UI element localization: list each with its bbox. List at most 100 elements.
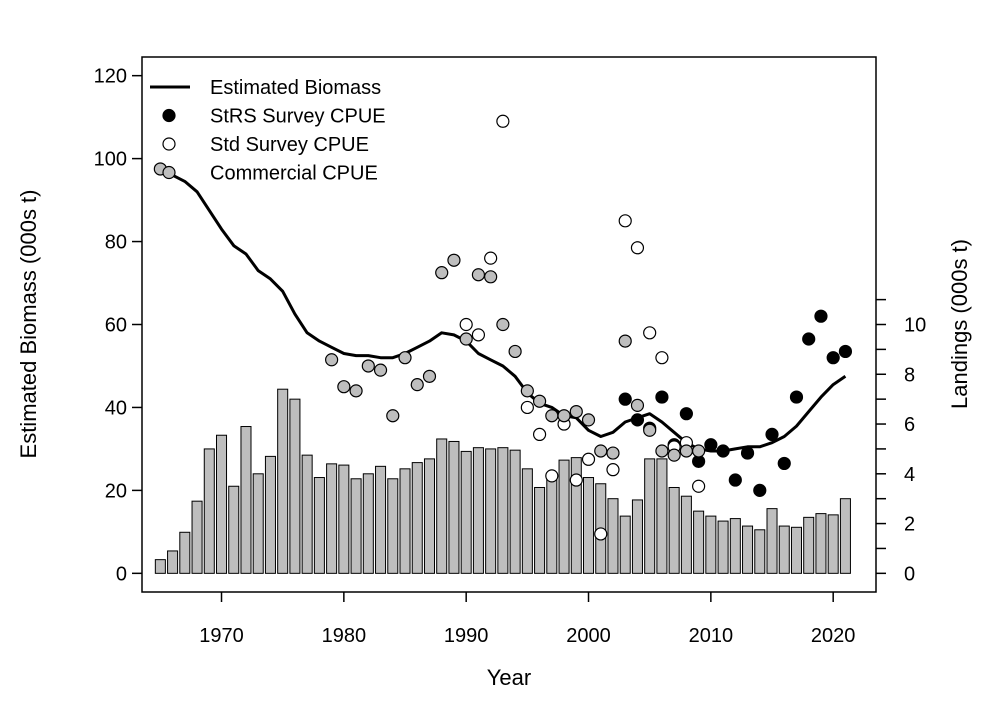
landings-bar xyxy=(766,508,778,574)
commercial-cpue-point xyxy=(520,384,534,398)
landings-bars xyxy=(154,388,851,574)
strs-survey-cpue-point xyxy=(789,390,804,404)
landings-bar xyxy=(631,499,643,574)
landings-bar xyxy=(754,529,766,574)
strs-survey-cpue-point xyxy=(655,390,669,404)
legend-point-marker xyxy=(162,165,176,180)
commercial-cpue-point xyxy=(692,444,706,458)
std-survey-cpue-point xyxy=(496,114,510,128)
landings-bar xyxy=(277,388,289,574)
commercial-cpue-point xyxy=(361,359,375,373)
landings-bar xyxy=(570,457,582,574)
axes: 1970 1980 1990 2000 2010 2020 0 20 40 60 80 100 120 0… xyxy=(94,66,927,647)
landings-bar xyxy=(350,478,362,574)
landings-bar xyxy=(644,458,656,574)
landings-bar xyxy=(815,513,827,574)
commercial-cpue-point xyxy=(398,351,412,365)
landings-bar xyxy=(607,498,619,574)
commercial-cpue-point xyxy=(471,268,486,282)
legend-point-marker xyxy=(162,137,176,151)
strs-survey-cpue-point xyxy=(814,309,828,323)
landings-bar xyxy=(656,458,668,574)
commercial-cpue-point xyxy=(655,444,669,458)
y-right-tick-label: 2 xyxy=(904,514,915,536)
landings-bar xyxy=(558,459,570,574)
strs-survey-cpue-point xyxy=(753,483,767,497)
landings-bar xyxy=(301,454,313,574)
legend-label: Estimated Biomass xyxy=(210,77,381,99)
y-left-tick-label: 60 xyxy=(105,315,127,337)
x-axis-title: Year xyxy=(487,665,531,690)
std-survey-cpue-point xyxy=(545,469,559,483)
landings-bar xyxy=(497,447,509,574)
y-left-tick-label: 80 xyxy=(105,232,127,254)
x-tick-label: 2010 xyxy=(689,625,734,647)
strs-survey-cpue-point xyxy=(728,473,742,487)
commercial-cpue-point xyxy=(349,384,363,398)
y-left-tick-label: 20 xyxy=(105,480,127,502)
commercial-cpue-point xyxy=(325,353,339,367)
landings-bar xyxy=(472,447,484,574)
commercial-cpue-point xyxy=(643,423,657,437)
landings-bar xyxy=(154,559,166,574)
commercial-cpue-point xyxy=(508,344,522,359)
landings-bar xyxy=(827,514,839,574)
std-survey-cpue-point xyxy=(692,479,706,493)
landings-bar xyxy=(803,516,815,574)
landings-bar xyxy=(375,465,387,574)
cpue-points xyxy=(153,114,853,541)
landings-bar xyxy=(839,498,851,574)
landings-bar xyxy=(338,464,350,574)
y-right-tick-label: 10 xyxy=(904,315,926,337)
landings-bar xyxy=(216,434,228,574)
landings-bar xyxy=(203,448,215,574)
strs-survey-cpue-point xyxy=(704,438,718,452)
commercial-cpue-point xyxy=(581,413,596,427)
legend-label: Commercial CPUE xyxy=(210,163,378,185)
commercial-cpue-point xyxy=(594,444,608,458)
strs-survey-cpue-point xyxy=(630,413,645,427)
commercial-cpue-point xyxy=(447,253,461,267)
legend-point-marker xyxy=(162,108,176,123)
std-survey-cpue-point xyxy=(618,214,632,228)
landings-bar xyxy=(583,477,595,574)
landings-bar xyxy=(460,450,472,574)
y-axis-right-title: Landings (000s t) xyxy=(947,239,972,409)
std-survey-cpue-point xyxy=(594,527,608,541)
std-survey-cpue-point xyxy=(643,326,657,340)
landings-bar xyxy=(521,468,533,574)
y-right-tick-label: 0 xyxy=(904,563,915,585)
commercial-cpue-point xyxy=(435,266,449,280)
legend-label: StRS Survey CPUE xyxy=(210,106,386,128)
landings-bar xyxy=(717,520,729,574)
strs-survey-cpue-point xyxy=(777,456,791,471)
biomass-line-layer xyxy=(159,167,847,453)
y-right-tick-label: 6 xyxy=(904,414,915,436)
landings-bar xyxy=(387,478,399,574)
x-tick-label: 1990 xyxy=(444,625,489,647)
strs-survey-cpue-point xyxy=(826,351,840,365)
commercial-cpue-point xyxy=(373,363,388,377)
commercial-cpue-point xyxy=(545,409,559,423)
std-survey-cpue-point xyxy=(484,251,498,265)
landings-bar xyxy=(240,426,252,574)
landings-bar xyxy=(705,515,717,574)
landings-bar xyxy=(546,474,558,574)
strs-survey-cpue-point xyxy=(765,427,779,442)
commercial-cpue-point xyxy=(532,394,547,408)
x-tick-label: 1980 xyxy=(322,625,367,647)
strs-survey-cpue-point xyxy=(618,392,632,406)
y-left-tick-label: 40 xyxy=(105,397,127,419)
landings-bar xyxy=(790,526,802,574)
landings-bar xyxy=(362,473,374,574)
commercial-cpue-point xyxy=(386,409,400,423)
commercial-cpue-point xyxy=(422,369,437,383)
std-survey-cpue-point xyxy=(655,351,669,365)
landings-bar xyxy=(423,458,435,574)
landings-bar xyxy=(179,531,191,574)
y-left-tick-label: 120 xyxy=(94,66,127,88)
std-survey-cpue-point xyxy=(532,427,547,442)
landings-bar xyxy=(191,500,203,574)
landings-bar xyxy=(729,518,741,574)
